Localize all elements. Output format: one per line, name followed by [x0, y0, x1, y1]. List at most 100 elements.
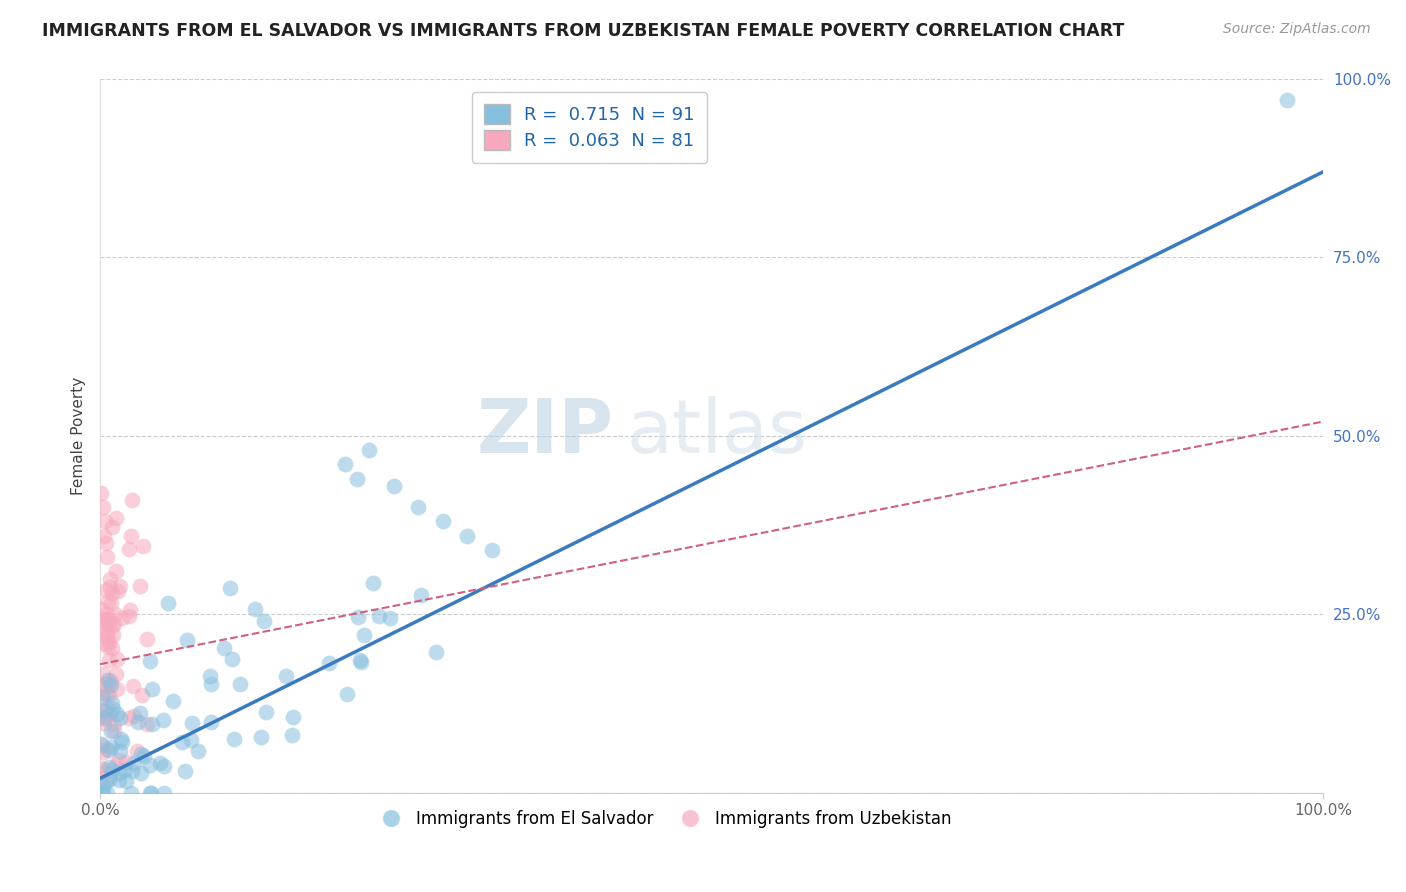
Point: [94, 615, 117, 630]
Point: [108, 766, 131, 780]
Point: [93, 711, 115, 725]
Point: [249, 730, 271, 744]
Point: [96, 709, 118, 723]
Point: [93, 677, 115, 691]
Point: [90, 602, 112, 616]
Point: [180, 732, 202, 747]
Point: [172, 735, 194, 749]
Point: [100, 678, 122, 692]
Point: [212, 640, 235, 655]
Point: [118, 711, 141, 725]
Point: [96, 550, 118, 565]
Point: [91, 500, 114, 515]
Point: [100, 772, 122, 786]
Point: [101, 586, 124, 600]
Point: [139, 758, 162, 772]
Point: [98, 689, 121, 703]
Point: [152, 713, 174, 727]
Point: [98, 572, 121, 586]
Point: [104, 564, 127, 578]
Point: [1275, 94, 1298, 108]
Point: [93, 716, 115, 731]
Point: [100, 739, 122, 754]
Point: [96, 630, 118, 644]
Point: [98, 770, 121, 784]
Point: [125, 744, 148, 758]
Point: [118, 542, 141, 557]
Legend: Immigrants from El Salvador, Immigrants from Uzbekistan: Immigrants from El Salvador, Immigrants …: [367, 803, 957, 834]
Point: [100, 520, 122, 534]
Point: [94, 705, 117, 719]
Point: [361, 576, 384, 591]
Point: [91, 667, 114, 681]
Point: [200, 677, 222, 691]
Point: [97, 612, 120, 626]
Point: [90, 771, 112, 785]
Text: IMMIGRANTS FROM EL SALVADOR VS IMMIGRANTS FROM UZBEKISTAN FEMALE POVERTY CORRELA: IMMIGRANTS FROM EL SALVADOR VS IMMIGRANT…: [42, 22, 1125, 40]
Point: [101, 764, 124, 778]
Point: [141, 716, 163, 731]
Point: [118, 603, 141, 617]
Point: [406, 500, 429, 515]
Point: [346, 472, 368, 486]
Point: [353, 627, 375, 641]
Point: [96, 786, 118, 800]
Point: [187, 744, 209, 758]
Point: [432, 515, 454, 529]
Point: [108, 711, 131, 725]
Point: [94, 515, 117, 529]
Point: [162, 694, 184, 708]
Point: [91, 690, 114, 704]
Point: [105, 651, 128, 665]
Point: [100, 674, 122, 689]
Point: [132, 748, 155, 763]
Point: [96, 676, 118, 690]
Point: [229, 677, 252, 691]
Point: [101, 641, 124, 656]
Point: [100, 596, 122, 610]
Point: [103, 616, 125, 631]
Point: [124, 709, 146, 723]
Point: [139, 786, 162, 800]
Point: [94, 612, 117, 626]
Point: [181, 715, 204, 730]
Point: [91, 686, 114, 700]
Point: [318, 656, 340, 670]
Point: [93, 778, 115, 792]
Point: [156, 596, 179, 610]
Point: [101, 619, 124, 633]
Point: [153, 758, 176, 772]
Point: [108, 578, 131, 592]
Point: [132, 540, 155, 554]
Point: [93, 709, 115, 723]
Point: [254, 705, 277, 719]
Point: [108, 772, 131, 787]
Point: [103, 724, 125, 739]
Point: [91, 745, 114, 759]
Point: [138, 654, 160, 668]
Point: [100, 724, 122, 739]
Point: [114, 763, 136, 777]
Point: [221, 652, 243, 666]
Point: [350, 655, 373, 669]
Point: [121, 764, 143, 779]
Point: [122, 679, 145, 693]
Point: [96, 536, 118, 550]
Point: [129, 765, 152, 780]
Point: [96, 607, 118, 622]
Point: [425, 645, 447, 659]
Text: atlas: atlas: [626, 396, 807, 469]
Point: [108, 744, 131, 758]
Point: [101, 696, 124, 710]
Point: [281, 728, 304, 742]
Point: [89, 623, 111, 637]
Point: [129, 747, 152, 761]
Point: [94, 775, 117, 789]
Point: [115, 755, 138, 769]
Point: [253, 615, 276, 629]
Text: Source: ZipAtlas.com: Source: ZipAtlas.com: [1223, 22, 1371, 37]
Point: [135, 632, 157, 647]
Point: [111, 735, 134, 749]
Point: [96, 625, 118, 640]
Point: [97, 615, 120, 630]
